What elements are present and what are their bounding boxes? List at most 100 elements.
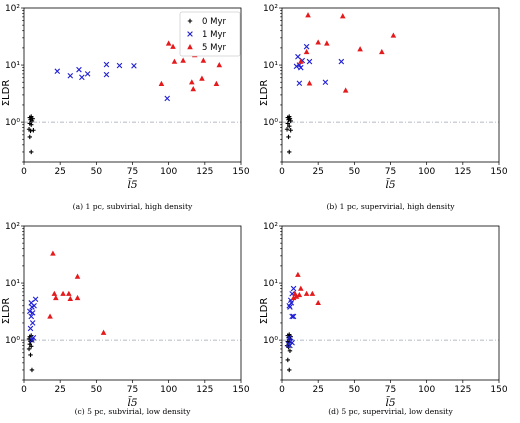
data-point [29,367,35,373]
data-point [306,58,313,65]
x-axis-label: l̃5 [385,396,395,409]
x-tick-label: 100 [160,385,177,395]
data-point [390,32,397,38]
data-point [170,43,176,49]
data-point [116,62,123,69]
legend-marker [187,44,193,50]
data-point [298,64,304,71]
x-tick-label: 75 [127,167,138,177]
data-point [315,299,321,306]
x-tick-label: 25 [54,167,65,177]
data-point [287,116,293,121]
y-tick-label: 10² [263,4,278,14]
x-tick-label: 75 [385,385,396,395]
data-point [288,118,293,124]
data-point [306,80,313,86]
data-point [296,291,303,298]
data-point [30,116,35,121]
data-point [29,122,34,127]
data-point [286,134,291,140]
x-tick-label: 50 [349,385,361,395]
data-point [29,320,36,326]
data-point [288,300,295,306]
data-point [290,294,297,301]
data-point [158,80,165,86]
data-point [27,134,32,140]
data-point [53,294,59,301]
data-point [293,293,300,299]
x-tick-label: 125 [454,167,471,177]
data-point [324,40,330,46]
data-point [131,63,137,69]
data-point [171,58,178,64]
panel-caption: (d) 5 pc, supervirial, low density [328,407,453,416]
data-point [84,71,91,77]
data-point [303,43,310,50]
data-point [67,72,74,79]
data-point [28,352,33,358]
data-point [285,341,292,347]
data-point [286,334,293,341]
data-point [289,313,295,320]
data-point [289,339,295,346]
data-point [298,285,304,291]
data-point [287,114,292,119]
x-tick-label: 125 [454,385,471,395]
data-point [100,329,107,335]
data-point [74,294,81,301]
data-point [28,128,33,134]
data-point [298,58,304,64]
x-tick-label: 0 [279,385,285,395]
data-point [293,63,300,70]
x-tick-label: 150 [232,167,249,177]
data-point [287,348,293,353]
x-tick-label: 75 [127,385,138,395]
y-tick-label: 10¹ [5,279,20,289]
data-point [27,325,34,332]
data-point [103,61,110,68]
data-point [26,346,32,352]
data-point [303,290,310,296]
plot-frame [281,7,500,163]
data-point [290,285,297,292]
x-tick-label: 50 [349,167,361,177]
panel-caption: (c) 5 pc, subvirial, low density [75,407,192,416]
legend-box [179,11,241,57]
data-point [303,48,310,55]
data-point [50,250,56,256]
panel-caption: (a) 1 pc, subvirial, high density [73,202,193,211]
data-point [322,79,329,86]
x-tick-label: 50 [91,167,103,177]
y-tick-label: 10² [263,222,278,232]
data-point [29,149,34,155]
data-point [357,46,363,52]
data-point [338,58,345,65]
y-tick-label: 10⁰ [5,118,20,128]
x-tick-label: 0 [279,167,285,177]
data-point [199,75,205,81]
data-point [74,273,81,279]
x-tick-label: 150 [232,385,249,395]
y-tick-label: 10² [5,4,20,14]
data-point [216,62,223,68]
y-tick-label: 10¹ [5,61,20,71]
legend-label: 1 Myr [202,30,226,40]
x-tick-label: 125 [196,167,213,177]
panel-c: 0 25 50 75 100 125 150 10⁰ 10¹ 10² ΣLDR l̃5(c) 5 pc… [1,222,250,416]
legend-marker [187,31,193,37]
data-point [290,313,297,320]
data-point [29,310,36,316]
x-tick-label: 25 [312,385,323,395]
panel-b: 0 25 50 75 100 125 150 10⁰ 10¹ 10² ΣLDR l̃5 (b) 1 pc… [259,4,508,211]
data-point [26,308,33,315]
data-point [31,302,37,309]
data-point [295,53,301,60]
data-point [66,290,72,296]
data-point [67,295,74,301]
data-point [287,367,292,373]
data-point [32,296,39,303]
y-axis-label: ΣLDR [259,80,270,107]
data-point [51,290,58,296]
panel-d: 0 25 50 75 100 125 150 10⁰ 10¹ 10² ΣLDR l̃5(d) 5 pc… [259,222,508,416]
